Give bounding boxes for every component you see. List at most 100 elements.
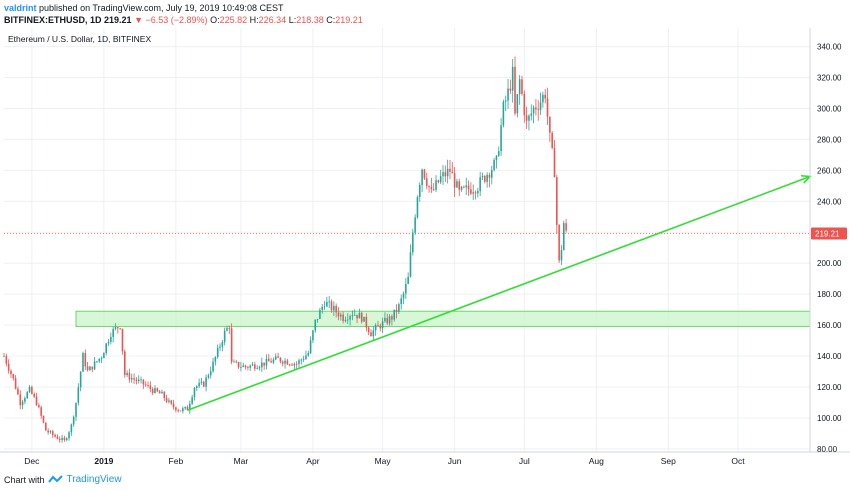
candle-body	[75, 402, 77, 417]
candle-body	[144, 384, 147, 386]
author-name[interactable]: valdrint	[4, 3, 37, 13]
candle	[535, 99, 537, 116]
candle-body	[442, 172, 444, 177]
candle	[51, 429, 54, 438]
candle-body	[551, 132, 553, 148]
candle-body	[126, 372, 128, 376]
candle-body	[300, 359, 303, 361]
candle	[565, 218, 567, 233]
candle	[249, 364, 252, 371]
candle-body	[267, 358, 270, 362]
candle	[172, 399, 175, 410]
candle-body	[286, 360, 289, 365]
candle-body	[558, 224, 560, 261]
candle-body	[147, 385, 149, 386]
candle-body	[328, 301, 330, 303]
candle	[105, 342, 108, 356]
candle-body	[209, 371, 212, 376]
candle-body	[421, 169, 423, 185]
candle	[126, 370, 128, 378]
candle-body	[409, 252, 412, 277]
candle-body	[82, 353, 84, 372]
candle	[477, 187, 479, 198]
tradingview-brand[interactable]: TradingView	[66, 474, 122, 485]
candle	[77, 383, 80, 406]
candle	[91, 366, 94, 373]
candle	[110, 332, 112, 345]
candle	[435, 175, 437, 193]
candle	[26, 390, 29, 399]
candle-body	[189, 403, 191, 411]
candle-body	[342, 314, 344, 322]
candle	[3, 353, 5, 357]
trendline-arrow[interactable]	[187, 174, 812, 411]
time-axis[interactable]: Dec 2019 Feb Mar Apr May Jun Jul Aug Sep Oct	[24, 456, 745, 466]
candle-body	[168, 400, 170, 402]
candle-body	[154, 388, 156, 393]
candle-body	[93, 361, 96, 370]
candle-body	[26, 392, 29, 399]
candle-body	[112, 328, 114, 337]
candle-body	[12, 374, 15, 379]
candle-body	[175, 407, 177, 411]
candle-body	[133, 378, 135, 380]
candle-body	[228, 328, 231, 329]
candle-body	[19, 394, 22, 406]
candle-body	[274, 356, 277, 360]
candle	[202, 380, 205, 388]
candle-body	[142, 379, 145, 385]
candle-body	[439, 176, 442, 183]
candle-body	[195, 386, 198, 389]
candle	[309, 336, 312, 355]
candle	[133, 373, 135, 384]
candle-body	[346, 319, 349, 321]
candle	[33, 392, 35, 399]
high-value: 226.34	[258, 15, 287, 25]
candle	[135, 377, 138, 385]
candle-body	[481, 176, 484, 178]
candle	[351, 310, 354, 321]
candle	[177, 408, 180, 413]
candle-body	[553, 147, 556, 178]
candle	[256, 365, 258, 370]
candle	[514, 56, 516, 116]
candle-body	[340, 314, 342, 317]
candle-body	[363, 316, 365, 322]
candle	[107, 339, 110, 346]
trendline[interactable]	[187, 175, 811, 411]
candle-body	[107, 341, 110, 344]
candle	[198, 378, 200, 389]
candle-body	[191, 397, 193, 404]
chart-grid	[4, 28, 810, 452]
candle	[495, 154, 498, 169]
candle	[497, 146, 500, 158]
candle-body	[356, 314, 358, 319]
time-tick-label: Dec	[24, 456, 40, 466]
candle-body	[465, 185, 468, 188]
candle	[284, 357, 286, 369]
candle-body	[365, 316, 368, 328]
candle	[98, 358, 101, 364]
publish-info: valdrint published on TradingView.com, J…	[4, 2, 363, 14]
candle	[358, 308, 361, 319]
candle-body	[212, 361, 214, 372]
last-price: 219.21	[104, 15, 132, 25]
candle	[247, 365, 249, 371]
price-axis[interactable]: 80.00 100.00 120.00 140.00 160.00 180.00 200.0…	[817, 43, 842, 454]
candle	[31, 385, 33, 395]
candle	[381, 317, 384, 334]
candle	[407, 272, 409, 285]
candle	[154, 385, 156, 394]
candle-body	[479, 177, 481, 191]
candle	[481, 172, 484, 181]
candle	[40, 405, 42, 419]
candle-body	[177, 410, 180, 412]
candle-body	[495, 155, 498, 161]
candle-body	[100, 358, 103, 359]
candle-body	[193, 388, 196, 398]
candle-body	[358, 312, 361, 319]
candle-body	[402, 293, 405, 299]
candle-body	[500, 125, 502, 152]
candle-body	[319, 309, 321, 319]
